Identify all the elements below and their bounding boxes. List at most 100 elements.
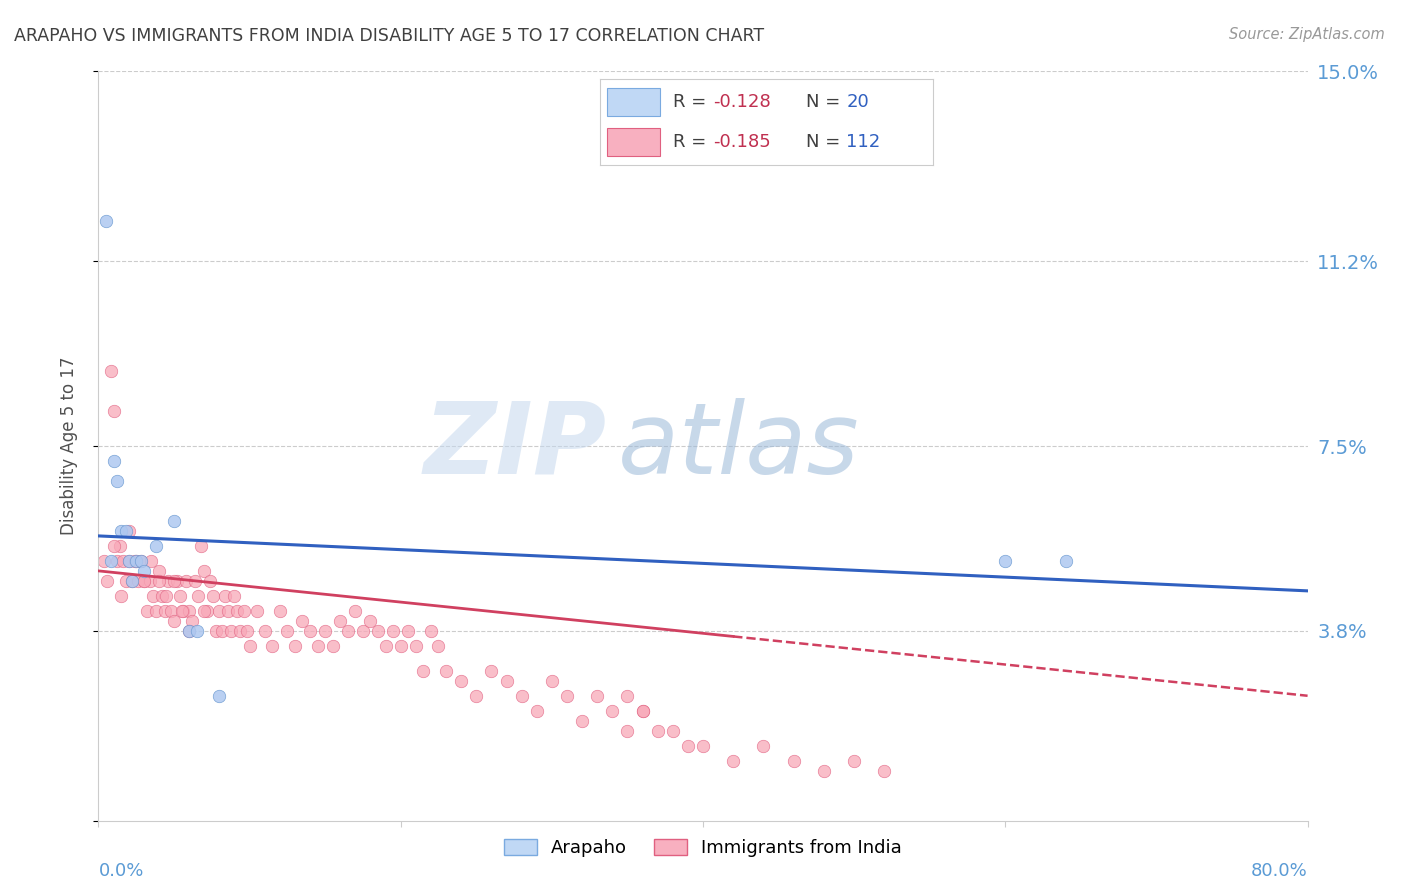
Point: [145, 539, 167, 553]
Point: [616, 723, 638, 738]
Point: [105, 474, 128, 488]
Point: [129, 554, 152, 568]
Point: [214, 589, 236, 603]
Point: [602, 704, 624, 718]
Point: [752, 739, 775, 753]
Point: [208, 689, 231, 703]
Point: [153, 604, 176, 618]
Point: [150, 589, 173, 603]
Point: [284, 639, 307, 653]
Point: [344, 604, 367, 618]
Point: [186, 624, 208, 638]
Point: [132, 564, 155, 578]
Point: [125, 554, 148, 568]
Point: [262, 639, 284, 653]
Point: [631, 704, 654, 718]
Point: [229, 624, 252, 638]
Point: [269, 604, 291, 618]
Point: [420, 624, 443, 638]
Point: [129, 554, 152, 568]
Point: [844, 754, 866, 768]
Point: [190, 539, 212, 553]
Point: [148, 574, 170, 588]
Point: [118, 554, 141, 568]
Point: [450, 673, 472, 688]
Point: [148, 564, 170, 578]
Text: 0.0%: 0.0%: [98, 862, 143, 880]
Point: [291, 614, 314, 628]
Point: [125, 554, 148, 568]
Text: Source: ZipAtlas.com: Source: ZipAtlas.com: [1229, 27, 1385, 42]
Point: [616, 689, 638, 703]
Point: [111, 554, 134, 568]
Point: [221, 624, 243, 638]
Point: [526, 704, 548, 718]
Point: [166, 574, 188, 588]
Point: [179, 604, 201, 618]
Point: [813, 764, 835, 778]
Point: [205, 624, 228, 638]
Point: [114, 524, 136, 538]
Point: [114, 574, 136, 588]
Point: [139, 574, 162, 588]
Point: [169, 589, 191, 603]
Point: [873, 764, 896, 778]
Point: [239, 639, 262, 653]
Point: [110, 589, 132, 603]
Point: [181, 614, 204, 628]
Point: [692, 739, 714, 753]
Point: [211, 624, 233, 638]
Point: [184, 574, 207, 588]
Text: 80.0%: 80.0%: [1251, 862, 1308, 880]
Point: [127, 574, 149, 588]
Point: [235, 624, 257, 638]
Point: [108, 539, 131, 553]
Point: [110, 524, 132, 538]
Point: [135, 604, 157, 618]
Point: [1054, 554, 1077, 568]
Point: [329, 614, 352, 628]
Point: [994, 554, 1017, 568]
Point: [160, 604, 183, 618]
Point: [155, 589, 177, 603]
Point: [103, 404, 125, 418]
Point: [661, 723, 683, 738]
Text: ZIP: ZIP: [423, 398, 606, 494]
Point: [783, 754, 806, 768]
Point: [723, 754, 745, 768]
Legend: Arapaho, Immigrants from India: Arapaho, Immigrants from India: [496, 831, 910, 864]
Point: [427, 639, 450, 653]
Point: [121, 574, 143, 588]
Point: [276, 624, 298, 638]
Y-axis label: Disability Age 5 to 17: Disability Age 5 to 17: [59, 357, 77, 535]
Point: [179, 624, 201, 638]
Point: [434, 664, 457, 678]
Point: [367, 624, 389, 638]
Point: [103, 539, 125, 553]
Point: [132, 574, 155, 588]
Point: [253, 624, 276, 638]
Point: [389, 639, 412, 653]
Point: [142, 589, 165, 603]
Point: [374, 639, 396, 653]
Point: [202, 589, 225, 603]
Text: atlas: atlas: [619, 398, 860, 494]
Point: [555, 689, 578, 703]
Point: [540, 673, 562, 688]
Point: [179, 624, 201, 638]
Point: [208, 604, 231, 618]
Point: [121, 574, 143, 588]
Point: [156, 574, 179, 588]
Point: [172, 604, 194, 618]
Point: [396, 624, 419, 638]
Point: [94, 214, 117, 228]
Point: [336, 624, 359, 638]
Point: [382, 624, 405, 638]
Point: [132, 574, 155, 588]
Point: [100, 554, 122, 568]
Point: [187, 589, 209, 603]
Point: [96, 574, 118, 588]
Point: [103, 454, 125, 468]
Point: [93, 554, 115, 568]
Point: [465, 689, 488, 703]
